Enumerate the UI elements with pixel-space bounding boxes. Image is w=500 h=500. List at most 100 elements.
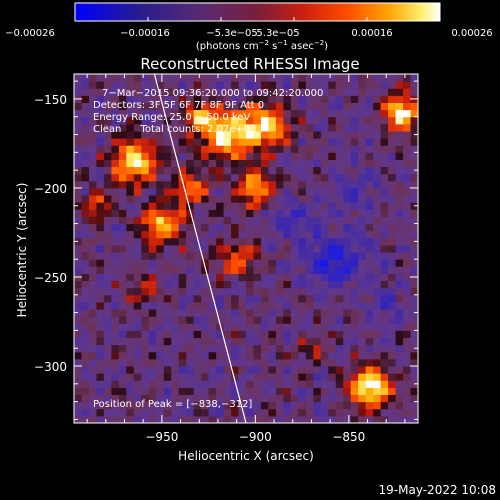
heatmap-cell bbox=[335, 166, 344, 175]
heatmap-cell bbox=[178, 237, 187, 246]
heatmap-cell bbox=[171, 323, 180, 331]
heatmap-cell bbox=[283, 287, 292, 296]
heatmap-cell bbox=[350, 401, 359, 410]
heatmap-cell bbox=[305, 301, 314, 310]
heatmap-cell bbox=[141, 230, 150, 239]
heatmap-cell bbox=[290, 387, 299, 396]
heatmap-cell bbox=[313, 152, 322, 160]
heatmap-cell bbox=[81, 387, 90, 396]
heatmap-cell bbox=[410, 173, 418, 182]
heatmap-cell bbox=[223, 159, 232, 168]
heatmap-cell bbox=[216, 401, 225, 410]
heatmap-cell bbox=[186, 173, 195, 182]
heatmap-cell bbox=[373, 373, 382, 381]
heatmap-cell bbox=[148, 187, 157, 196]
heatmap-cell bbox=[290, 301, 299, 310]
heatmap-cell bbox=[231, 287, 240, 296]
heatmap-cell bbox=[268, 330, 277, 339]
heatmap-cell bbox=[171, 130, 180, 139]
heatmap-cell bbox=[201, 230, 210, 239]
heatmap-cell bbox=[171, 123, 180, 132]
heatmap-cell bbox=[350, 366, 359, 374]
heatmap-cell bbox=[141, 280, 150, 289]
heatmap-cell bbox=[373, 252, 382, 260]
heatmap-cell bbox=[111, 401, 120, 410]
heatmap-cell bbox=[328, 344, 337, 353]
heatmap-cell bbox=[328, 123, 337, 132]
heatmap-cell bbox=[201, 323, 210, 331]
heatmap-cell bbox=[74, 123, 82, 132]
heatmap-cell bbox=[133, 401, 142, 410]
heatmap-cell bbox=[335, 116, 344, 125]
heatmap-cell bbox=[88, 301, 97, 310]
heatmap-cell bbox=[103, 216, 112, 225]
heatmap-cell bbox=[335, 401, 344, 410]
heatmap-cell bbox=[74, 316, 82, 324]
heatmap-cell bbox=[350, 387, 359, 396]
heatmap-cell bbox=[283, 166, 292, 175]
heatmap-cell bbox=[380, 316, 389, 324]
heatmap-cell bbox=[298, 259, 307, 267]
heatmap-cell bbox=[81, 130, 90, 139]
heatmap-cell bbox=[163, 209, 172, 217]
heatmap-cell bbox=[410, 230, 418, 239]
heatmap-cell bbox=[74, 244, 82, 253]
heatmap-cell bbox=[275, 380, 284, 388]
heatmap-cell bbox=[380, 380, 389, 388]
heatmap-cell bbox=[96, 173, 105, 182]
heatmap-cell bbox=[260, 323, 269, 331]
heatmap-cell bbox=[298, 195, 307, 203]
heatmap-cell bbox=[268, 373, 277, 381]
heatmap-cell bbox=[365, 145, 374, 153]
heatmap-cell bbox=[246, 74, 254, 82]
heatmap-cell bbox=[238, 280, 247, 289]
heatmap-cell bbox=[96, 209, 105, 217]
heatmap-cell bbox=[313, 130, 322, 139]
heatmap-cell bbox=[193, 116, 202, 125]
heatmap-cell bbox=[313, 401, 322, 410]
heatmap-cell bbox=[320, 166, 329, 175]
heatmap-cell bbox=[186, 180, 195, 189]
heatmap-cell bbox=[290, 244, 299, 253]
heatmap-cell bbox=[313, 294, 322, 303]
heatmap-cell bbox=[260, 166, 269, 175]
heatmap-cell bbox=[88, 259, 97, 267]
heatmap-cell bbox=[238, 330, 247, 339]
heatmap-cell bbox=[388, 195, 397, 203]
heatmap-cell bbox=[141, 209, 150, 217]
heatmap-cell bbox=[275, 130, 284, 139]
heatmap-cell bbox=[163, 380, 172, 388]
heatmap-cell bbox=[320, 301, 329, 310]
heatmap-cell bbox=[305, 337, 314, 346]
heatmap-cell bbox=[216, 301, 225, 310]
heatmap-cell bbox=[275, 123, 284, 132]
heatmap-cell bbox=[133, 209, 142, 217]
heatmap-cell bbox=[275, 387, 284, 396]
heatmap-cell bbox=[141, 130, 150, 139]
heatmap-cell bbox=[81, 195, 90, 203]
heatmap-cell bbox=[373, 209, 382, 217]
heatmap-cell bbox=[313, 337, 322, 346]
heatmap-cell bbox=[74, 294, 82, 303]
heatmap-cell bbox=[96, 95, 105, 103]
heatmap-cell bbox=[328, 102, 337, 111]
heatmap-cell bbox=[201, 330, 210, 339]
heatmap-cell bbox=[305, 230, 314, 239]
heatmap-cell bbox=[365, 180, 374, 189]
heatmap-cell bbox=[216, 330, 225, 339]
colorbar-tick-label: −5.3e−05 bbox=[206, 28, 258, 39]
heatmap-cell bbox=[216, 202, 225, 210]
heatmap-cell bbox=[260, 159, 269, 168]
heatmap-cell bbox=[268, 287, 277, 296]
heatmap-cell bbox=[238, 380, 247, 388]
heatmap-cell bbox=[238, 180, 247, 189]
heatmap-cell bbox=[118, 138, 127, 146]
heatmap-cell bbox=[141, 380, 150, 388]
heatmap-cell bbox=[343, 287, 352, 296]
heatmap-cell bbox=[246, 138, 254, 146]
heatmap-cell bbox=[88, 173, 97, 182]
heatmap-cell bbox=[403, 230, 412, 239]
heatmap-cell bbox=[178, 330, 187, 339]
heatmap-cell bbox=[373, 380, 382, 388]
heatmap-cell bbox=[208, 216, 217, 225]
